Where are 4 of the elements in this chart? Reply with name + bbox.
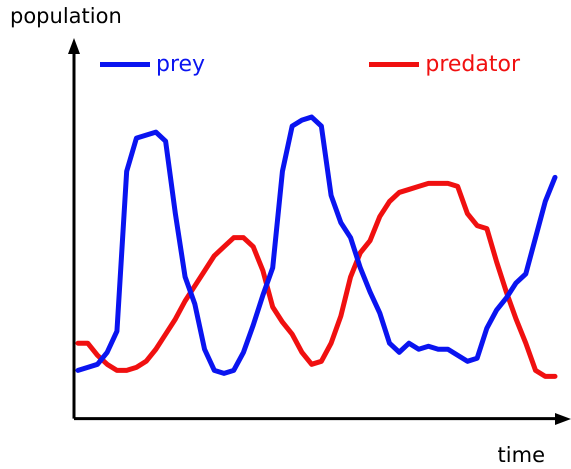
legend-label: prey (156, 52, 206, 77)
y-axis-title: population (10, 4, 122, 28)
legend-label: predator (425, 52, 520, 77)
x-axis-title: time (498, 443, 545, 467)
